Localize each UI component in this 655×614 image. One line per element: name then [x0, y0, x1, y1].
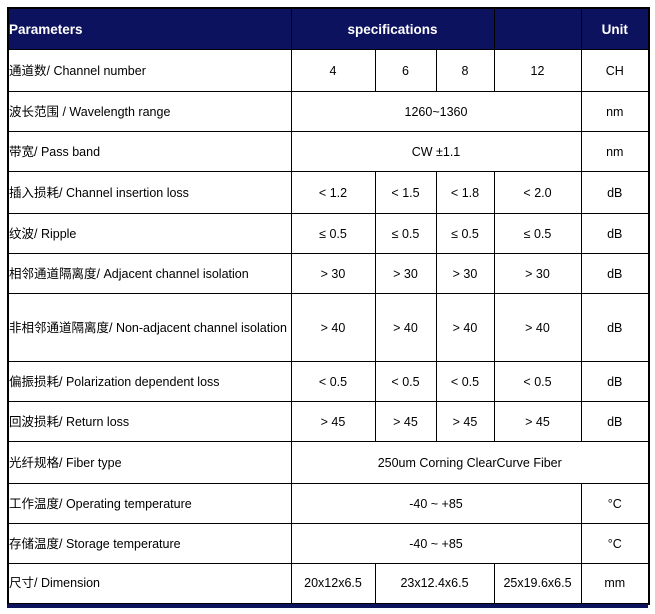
spec-value: 20x12x6.5: [290, 563, 376, 604]
param-label: 工作温度/ Operating temperature: [7, 483, 292, 524]
spec-value: > 40: [290, 293, 376, 362]
table-row-wavelength-range: 波长范围 / Wavelength range 1260~1360 nm: [7, 91, 650, 132]
unit-value: dB: [580, 171, 650, 214]
param-label: 纹波/ Ripple: [7, 213, 292, 254]
param-label: 相邻通道隔离度/ Adjacent channel isolation: [7, 253, 292, 294]
param-label: 光纤规格/ Fiber type: [7, 441, 292, 484]
table-row-insertion-loss: 插入损耗/ Channel insertion loss < 1.2 < 1.5…: [7, 171, 650, 214]
param-label: 存储温度/ Storage temperature: [7, 523, 292, 564]
table-row-operating-temperature: 工作温度/ Operating temperature -40 ~ +85 °C: [7, 483, 650, 524]
table-row-non-adjacent-isolation: 非相邻通道隔离度/ Non-adjacent channel isolation…: [7, 293, 650, 362]
param-label: 波长范围 / Wavelength range: [7, 91, 292, 132]
spec-value: ≤ 0.5: [435, 213, 495, 254]
spec-value: ≤ 0.5: [290, 213, 376, 254]
spec-value: 1260~1360: [290, 91, 582, 132]
spec-value: > 30: [374, 253, 437, 294]
spec-value: > 30: [435, 253, 495, 294]
spec-value: > 45: [493, 401, 582, 442]
spec-value: ≤ 0.5: [493, 213, 582, 254]
unit-value: dB: [580, 293, 650, 362]
table-row-dimension: 尺寸/ Dimension 20x12x6.5 23x12.4x6.5 25x1…: [7, 563, 650, 604]
spec-value: > 30: [290, 253, 376, 294]
spec-value: > 45: [374, 401, 437, 442]
unit-value: °C: [580, 523, 650, 564]
param-label: 插入损耗/ Channel insertion loss: [7, 171, 292, 214]
spec-value: > 30: [493, 253, 582, 294]
table-row-polarization-loss: 偏振损耗/ Polarization dependent loss < 0.5 …: [7, 361, 650, 402]
spec-value: -40 ~ +85: [290, 523, 582, 564]
spec-value: > 45: [290, 401, 376, 442]
header-specifications: specifications: [290, 7, 495, 50]
unit-value: dB: [580, 361, 650, 402]
unit-value: mm: [580, 563, 650, 604]
param-label: 带宽/ Pass band: [7, 131, 292, 172]
header-empty-cell: [493, 7, 582, 50]
param-label: 非相邻通道隔离度/ Non-adjacent channel isolation: [7, 293, 292, 362]
param-label: 偏振损耗/ Polarization dependent loss: [7, 361, 292, 402]
unit-value: °C: [580, 483, 650, 524]
table-row-return-loss: 回波损耗/ Return loss > 45 > 45 > 45 > 45 dB: [7, 401, 650, 442]
bottom-divider-bar: [7, 604, 648, 608]
unit-value: nm: [580, 131, 650, 172]
unit-value: dB: [580, 253, 650, 294]
param-label: 尺寸/ Dimension: [7, 563, 292, 604]
spec-value: < 0.5: [374, 361, 437, 402]
spec-value: < 1.2: [290, 171, 376, 214]
spec-value: ≤ 0.5: [374, 213, 437, 254]
unit-value: nm: [580, 91, 650, 132]
table-row-adjacent-isolation: 相邻通道隔离度/ Adjacent channel isolation > 30…: [7, 253, 650, 294]
spec-value: CW ±1.1: [290, 131, 582, 172]
spec-value: > 40: [374, 293, 437, 362]
spec-value: 25x19.6x6.5: [493, 563, 582, 604]
spec-value: < 2.0: [493, 171, 582, 214]
specifications-table: Parameters specifications Unit 通道数/ Chan…: [7, 7, 650, 605]
param-label: 通道数/ Channel number: [7, 49, 292, 92]
spec-value: 6: [374, 49, 437, 92]
table-row-ripple: 纹波/ Ripple ≤ 0.5 ≤ 0.5 ≤ 0.5 ≤ 0.5 dB: [7, 213, 650, 254]
spec-value: 4: [290, 49, 376, 92]
table-row-fiber-type: 光纤规格/ Fiber type 250um Corning ClearCurv…: [7, 441, 650, 484]
spec-value: < 0.5: [493, 361, 582, 402]
spec-value: < 0.5: [290, 361, 376, 402]
spec-value: 23x12.4x6.5: [374, 563, 495, 604]
table-row-channel-number: 通道数/ Channel number 4 6 8 12 CH: [7, 49, 650, 92]
header-parameters: Parameters: [7, 7, 292, 50]
spec-value: > 40: [493, 293, 582, 362]
spec-value: > 40: [435, 293, 495, 362]
unit-value: CH: [580, 49, 650, 92]
header-unit: Unit: [580, 7, 650, 50]
spec-value: < 1.5: [374, 171, 437, 214]
spec-value: 12: [493, 49, 582, 92]
param-label: 回波损耗/ Return loss: [7, 401, 292, 442]
table-header-row: Parameters specifications Unit: [7, 7, 650, 50]
spec-value: 250um Corning ClearCurve Fiber: [290, 441, 650, 484]
spec-value: 8: [435, 49, 495, 92]
spec-value: -40 ~ +85: [290, 483, 582, 524]
spec-value: < 1.8: [435, 171, 495, 214]
table-row-pass-band: 带宽/ Pass band CW ±1.1 nm: [7, 131, 650, 172]
table-row-storage-temperature: 存储温度/ Storage temperature -40 ~ +85 °C: [7, 523, 650, 564]
unit-value: dB: [580, 213, 650, 254]
spec-value: > 45: [435, 401, 495, 442]
unit-value: dB: [580, 401, 650, 442]
spec-value: < 0.5: [435, 361, 495, 402]
